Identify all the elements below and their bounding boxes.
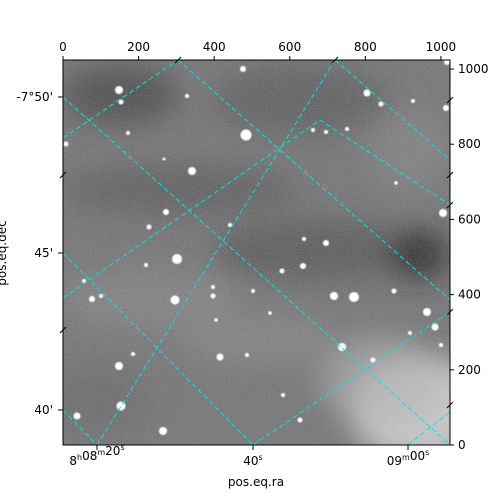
grid-line-dec-1 [63,96,450,445]
dec-axis: -7°50' 45' 40' [16,90,454,417]
top-tick-label: 200 [127,40,150,54]
right-edge-tick-3 [446,308,454,316]
top-tick-label: 0 [59,40,67,54]
ra-tick-top-1 [331,56,339,64]
grid-line-ra-3 [96,60,336,445]
top-tick-label: 800 [354,40,377,54]
right-tick-label: 200 [458,363,481,377]
dec-tick-label: 40' [34,403,53,417]
sky-image [63,60,450,445]
ra-tick-top-0 [174,56,182,64]
ra-tick-label: 09m00s [387,448,430,468]
grid-line-ra-1 [63,60,179,139]
right-edge-tick-4 [446,401,454,409]
x-axis-label: pos.eq.ra [228,475,284,489]
ra-axis: 8h08m20s 40s 09m00s [69,56,430,468]
right-edge-tick-1 [446,171,454,179]
grid-line-dec-5 [63,409,98,445]
grid-line-dec-4 [334,60,450,161]
grid-line-ra-2 [63,119,450,299]
right-tick-label: 1000 [458,62,489,76]
ra-tick-label: 8h08m20s [69,443,124,468]
dec-tick-label: -7°50' [16,90,53,104]
top-axis: 0 200 400 600 800 1000 [59,40,456,60]
dec-tick-label: 45' [34,246,53,260]
right-edge-tick-0 [446,96,454,104]
grid-line-dec-2 [177,60,450,301]
grid-line-ra-5 [407,411,450,445]
right-tick-label: 800 [458,137,481,151]
top-tick-label: 1000 [426,40,457,54]
top-tick-label: 600 [278,40,301,54]
left-edge-tick-0 [59,171,67,179]
right-edge-tick-2 [446,201,454,209]
left-edge-tick-1 [59,326,67,334]
top-tick-label: 400 [203,40,226,54]
coordinate-grid [63,60,450,445]
right-axis: 0 200 400 600 800 1000 [450,62,489,452]
grid-line-dec-3 [63,252,254,445]
ra-tick-label: 40s [243,453,262,468]
right-tick-label: 0 [458,438,466,452]
y-axis-label: pos.eq.dec [0,220,9,285]
right-tick-label: 400 [458,288,481,302]
right-tick-label: 600 [458,212,481,226]
